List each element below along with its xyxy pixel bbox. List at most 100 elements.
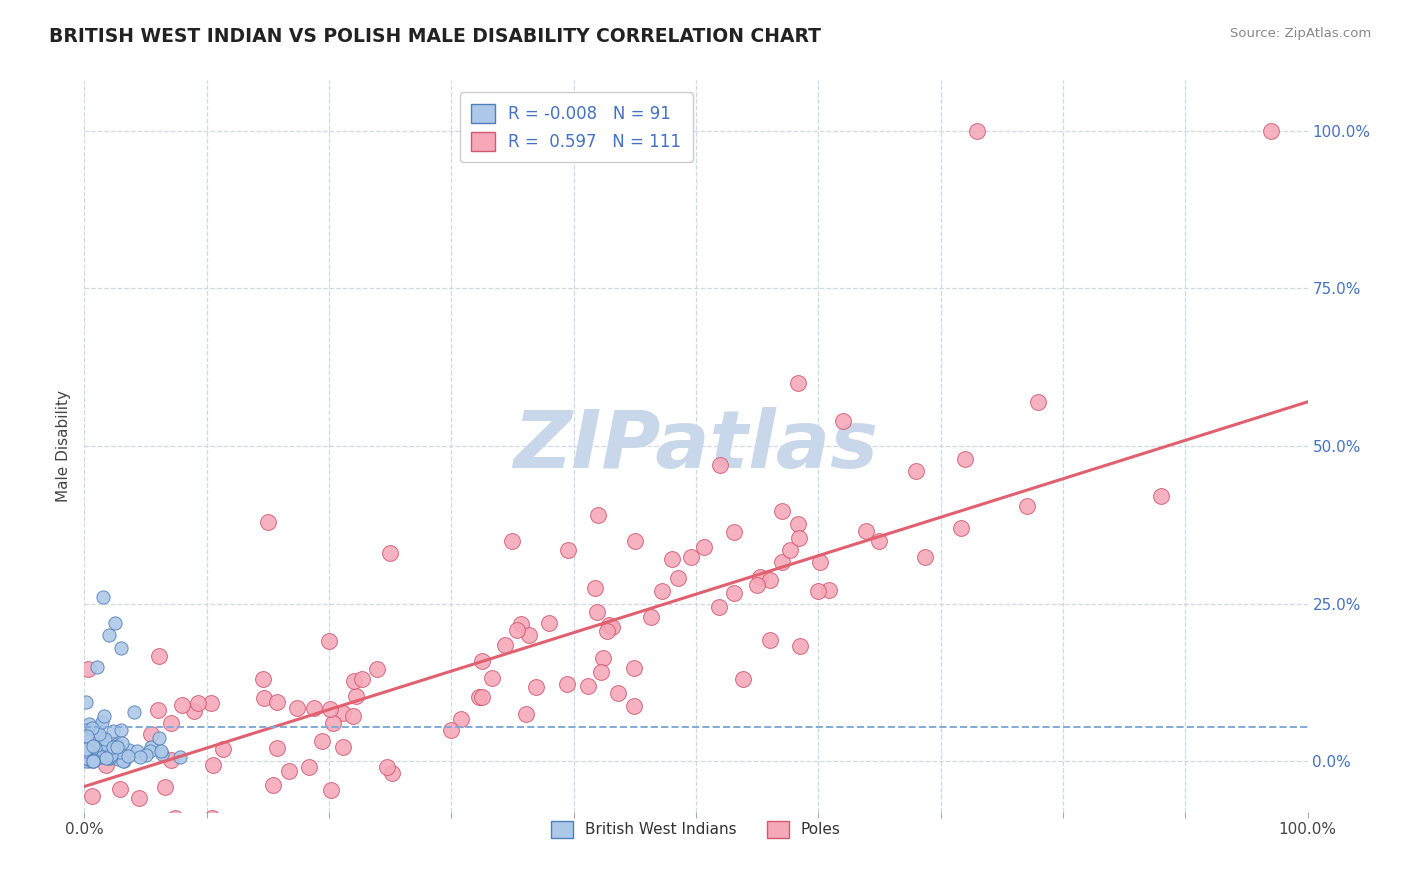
Point bbox=[278, 764, 301, 778]
Point bbox=[592, 651, 614, 665]
Point bbox=[318, 634, 340, 648]
Point bbox=[110, 723, 132, 737]
Point bbox=[112, 754, 135, 768]
Point bbox=[75, 695, 97, 709]
Point bbox=[100, 745, 122, 759]
Point bbox=[75, 734, 97, 748]
Point bbox=[319, 783, 342, 797]
Point bbox=[150, 747, 173, 761]
Point bbox=[381, 765, 404, 780]
Point bbox=[148, 649, 170, 664]
Point bbox=[84, 741, 107, 756]
Point bbox=[77, 751, 100, 765]
Point bbox=[818, 583, 841, 598]
Point bbox=[80, 748, 103, 763]
Point bbox=[80, 750, 103, 764]
Point bbox=[105, 739, 128, 753]
Point bbox=[266, 741, 288, 756]
Point bbox=[666, 571, 689, 585]
Point bbox=[623, 699, 645, 714]
Text: Source: ZipAtlas.com: Source: ZipAtlas.com bbox=[1230, 27, 1371, 40]
Point bbox=[90, 750, 112, 764]
Point bbox=[651, 583, 673, 598]
Point bbox=[77, 717, 100, 731]
Point bbox=[1015, 500, 1038, 514]
Point bbox=[93, 740, 115, 755]
Point bbox=[94, 731, 117, 746]
Point bbox=[187, 696, 209, 710]
Point bbox=[576, 679, 599, 693]
Point bbox=[557, 543, 579, 558]
Point bbox=[759, 573, 782, 587]
Point bbox=[319, 702, 342, 716]
Point bbox=[150, 744, 173, 758]
Point bbox=[623, 661, 645, 675]
Point bbox=[76, 731, 98, 745]
Point bbox=[110, 781, 132, 796]
Point bbox=[607, 686, 630, 700]
Point bbox=[98, 750, 121, 764]
Point bbox=[83, 753, 105, 767]
Point bbox=[770, 555, 793, 569]
Point bbox=[1260, 124, 1282, 138]
Point bbox=[89, 727, 111, 741]
Point bbox=[75, 745, 97, 759]
Point bbox=[519, 628, 541, 642]
Point bbox=[586, 605, 609, 619]
Point bbox=[105, 740, 128, 755]
Point bbox=[122, 705, 145, 719]
Point bbox=[831, 414, 853, 428]
Point bbox=[94, 757, 117, 772]
Point bbox=[104, 615, 127, 630]
Point bbox=[86, 659, 108, 673]
Point bbox=[342, 708, 364, 723]
Point bbox=[77, 752, 100, 766]
Point bbox=[253, 690, 276, 705]
Point bbox=[748, 570, 770, 584]
Point bbox=[770, 504, 793, 518]
Point bbox=[117, 743, 139, 757]
Point bbox=[89, 731, 111, 746]
Point bbox=[679, 549, 702, 564]
Point bbox=[759, 632, 782, 647]
Point bbox=[779, 543, 801, 558]
Point bbox=[624, 533, 647, 548]
Point bbox=[77, 662, 100, 676]
Point bbox=[94, 747, 117, 761]
Point bbox=[471, 654, 494, 668]
Point bbox=[75, 723, 97, 738]
Point bbox=[75, 744, 97, 758]
Point bbox=[159, 753, 181, 767]
Point bbox=[495, 638, 517, 652]
Point bbox=[159, 716, 181, 731]
Point bbox=[97, 628, 120, 642]
Point bbox=[86, 747, 108, 761]
Point bbox=[82, 752, 104, 766]
Y-axis label: Male Disability: Male Disability bbox=[56, 390, 72, 502]
Text: ZIPatlas: ZIPatlas bbox=[513, 407, 879, 485]
Point bbox=[322, 716, 344, 731]
Point bbox=[82, 749, 104, 764]
Point bbox=[163, 811, 186, 825]
Text: BRITISH WEST INDIAN VS POLISH MALE DISABILITY CORRELATION CHART: BRITISH WEST INDIAN VS POLISH MALE DISAB… bbox=[49, 27, 821, 45]
Point bbox=[83, 736, 105, 750]
Point bbox=[139, 743, 162, 757]
Point bbox=[77, 737, 100, 751]
Point bbox=[93, 734, 115, 748]
Point bbox=[661, 552, 683, 566]
Point bbox=[471, 690, 494, 705]
Point bbox=[311, 734, 333, 748]
Point bbox=[183, 704, 205, 718]
Point bbox=[257, 515, 280, 529]
Point bbox=[538, 615, 561, 630]
Point bbox=[89, 748, 111, 763]
Point bbox=[302, 700, 325, 714]
Point bbox=[786, 516, 808, 531]
Point bbox=[266, 695, 288, 709]
Point bbox=[76, 735, 98, 749]
Point bbox=[709, 458, 731, 472]
Point bbox=[201, 757, 224, 772]
Point bbox=[82, 739, 104, 753]
Point bbox=[366, 662, 388, 676]
Point bbox=[596, 624, 619, 638]
